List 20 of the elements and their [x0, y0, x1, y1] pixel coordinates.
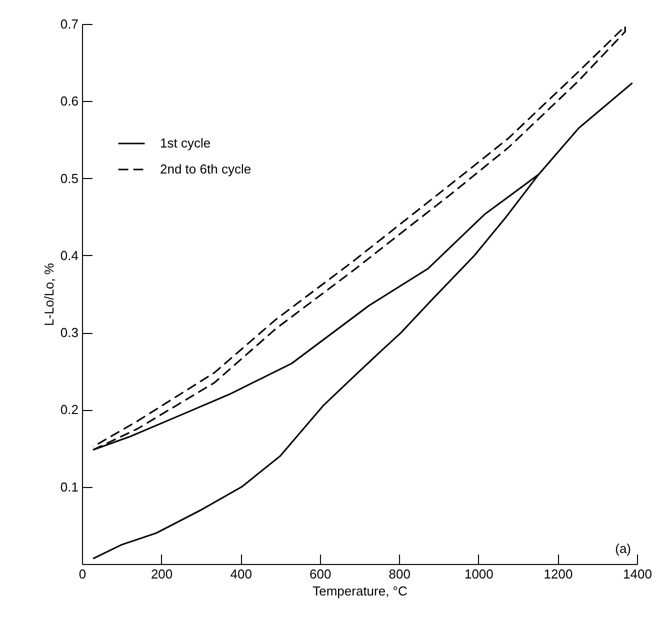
x-tick-label: 800 — [388, 566, 410, 582]
y-tick-label: 0.4 — [60, 248, 78, 263]
x-tick-label: 1000 — [464, 566, 494, 582]
y-tick-label: 0.1 — [60, 479, 78, 494]
x-tick-label: 400 — [230, 566, 252, 582]
legend-label: 1st cycle — [160, 136, 211, 150]
x-tick-label: 1200 — [544, 566, 573, 582]
y-axis-title: L-Lo/Lo, % — [41, 262, 56, 326]
y-tick-label: 0.3 — [60, 325, 78, 340]
y-tick-label: 0.2 — [60, 402, 78, 418]
y-tick-label: 0.5 — [60, 170, 78, 186]
x-tick-label: 600 — [310, 566, 332, 582]
annotation: (a) — [615, 541, 631, 556]
y-tick-label: 0.6 — [60, 94, 78, 109]
x-axis-title: Temperature, °C — [312, 584, 408, 598]
x-tick-label: 0 — [78, 566, 86, 582]
x-tick-label: 200 — [150, 566, 173, 582]
legend-label: 2nd to 6th cycle — [160, 162, 252, 176]
x-tick-label: 1400 — [623, 566, 652, 582]
y-tick-label: 0.7 — [60, 16, 78, 32]
